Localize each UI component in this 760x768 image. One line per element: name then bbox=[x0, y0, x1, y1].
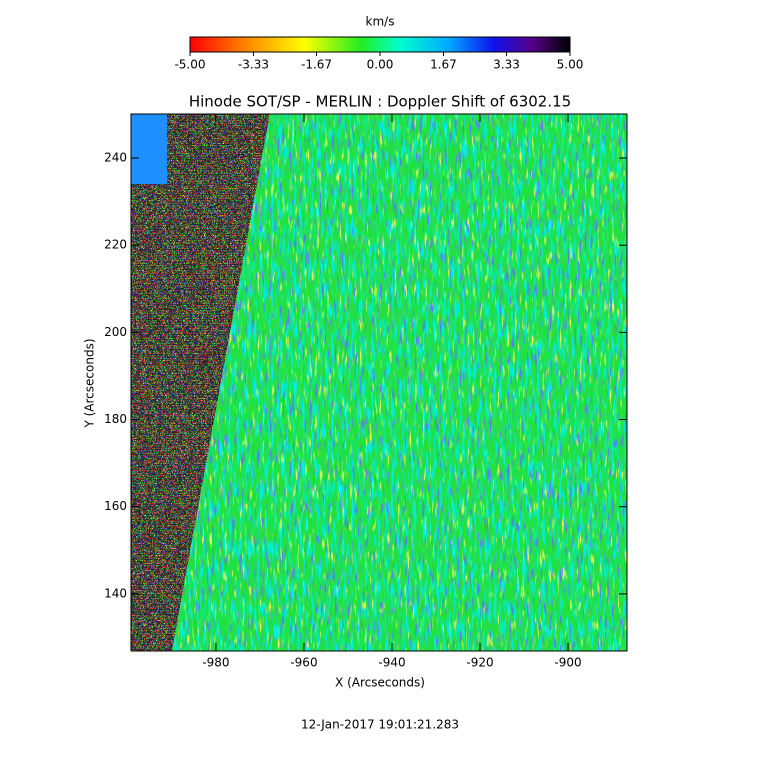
limb-patch bbox=[131, 114, 167, 184]
plot-frame bbox=[130, 113, 628, 652]
y-tick-label: 180 bbox=[104, 412, 127, 426]
doppler-map bbox=[130, 113, 628, 652]
colorbar bbox=[189, 36, 571, 53]
colorbar-gradient bbox=[189, 36, 571, 53]
y-tick-label: 200 bbox=[104, 325, 127, 339]
y-tick-label: 240 bbox=[104, 151, 127, 165]
y-tick-label: 140 bbox=[104, 586, 127, 600]
y-tick-label: 160 bbox=[104, 499, 127, 513]
colorbar-tick-label: 3.33 bbox=[493, 58, 520, 72]
colorbar-tick-label: 5.00 bbox=[557, 58, 584, 72]
footer-timestamp: 12-Jan-2017 19:01:21.283 bbox=[301, 718, 459, 732]
chart-title: Hinode SOT/SP - MERLIN : Doppler Shift o… bbox=[189, 93, 571, 111]
colorbar-label: km/s bbox=[366, 15, 395, 29]
colorbar-tick-label: -1.67 bbox=[301, 58, 332, 72]
colorbar-tick-label: 1.67 bbox=[430, 58, 457, 72]
colorbar-tick-label: 0.00 bbox=[367, 58, 394, 72]
x-tick-label: -980 bbox=[202, 656, 229, 670]
x-tick-label: -920 bbox=[466, 656, 493, 670]
x-tick-label: -940 bbox=[378, 656, 405, 670]
x-axis-label: X (Arcseconds) bbox=[335, 676, 425, 690]
y-tick-label: 220 bbox=[104, 238, 127, 252]
x-tick-label: -900 bbox=[554, 656, 581, 670]
colorbar-tick-label: -3.33 bbox=[238, 58, 269, 72]
x-tick-label: -960 bbox=[290, 656, 317, 670]
colorbar-tick-label: -5.00 bbox=[174, 58, 205, 72]
y-axis-label: Y (Arcseconds) bbox=[83, 338, 97, 428]
